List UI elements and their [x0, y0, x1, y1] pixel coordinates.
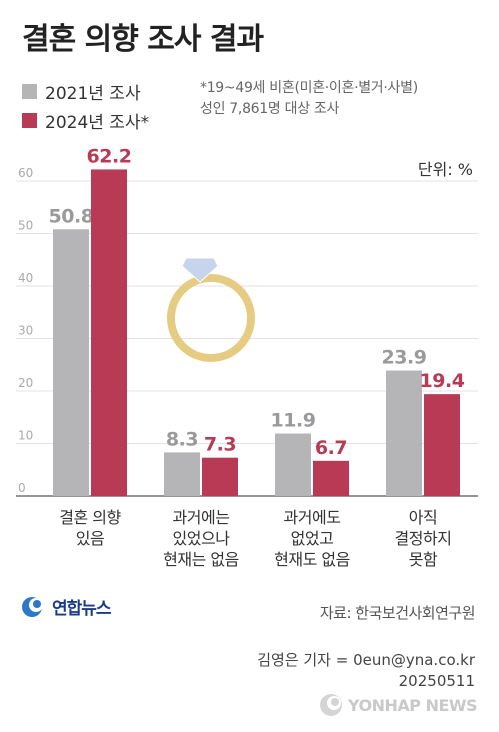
bar-value-label: 50.8	[49, 205, 94, 227]
y-tick-label: 0	[18, 481, 26, 495]
category-label: 과거에도 없었고 현재도 없음	[274, 508, 350, 569]
bar-2021	[275, 433, 311, 496]
legend-item-2024: 2024년 조사*	[22, 107, 149, 133]
bar-2024	[91, 169, 127, 496]
yonhap-logo-text: 연합뉴스	[52, 599, 112, 619]
bar-value-label: 62.2	[87, 145, 132, 167]
y-tick-label: 50	[18, 219, 33, 233]
y-tick-label: 30	[18, 324, 33, 338]
y-tick-label: 40	[18, 271, 33, 285]
legend-item-2021: 2021년 조사	[22, 78, 149, 104]
bar-2024	[313, 460, 349, 496]
legend-swatch-2024	[22, 112, 37, 128]
ring-icon	[167, 274, 255, 362]
survey-note-line1: *19~49세 비혼(미혼·이혼·별거·사별)	[200, 80, 418, 96]
bar-2024	[202, 457, 238, 496]
bar-value-label: 23.9	[382, 347, 427, 369]
watermark: YONHAP NEWS	[318, 692, 478, 718]
yonhap-logo: 연합뉴스	[20, 594, 112, 619]
bar-2021	[386, 370, 422, 496]
y-tick-label: 60	[18, 166, 33, 180]
reporter-credit: 김영은 기자 = 0eun@yna.co.kr 20250511	[257, 650, 475, 692]
legend-label-2021: 2021년 조사	[45, 83, 141, 104]
bar-2021	[53, 229, 89, 497]
legend-swatch-2021	[22, 83, 37, 99]
source-text: 자료: 한국보건사회연구원	[319, 604, 476, 622]
y-tick-label: 20	[18, 376, 33, 390]
legend-label-2024: 2024년 조사*	[45, 112, 150, 133]
category-label: 과거에는 있었으나 현재는 없음	[163, 508, 239, 569]
bar-value-label: 8.3	[166, 428, 198, 450]
category-label: 결혼 의향 있음	[59, 508, 121, 548]
bar-value-label: 6.7	[315, 437, 347, 459]
y-tick-label: 10	[18, 429, 33, 443]
bar-value-label: 7.3	[204, 434, 236, 456]
category-label: 아직 결정하지 못함	[394, 508, 452, 569]
survey-note: *19~49세 비혼(미혼·이혼·별거·사별) 성인 7,861명 대상 조사	[200, 78, 418, 120]
bar-value-label: 19.4	[420, 370, 465, 392]
publish-date: 20250511	[398, 672, 475, 690]
reporter-name: 김영은 기자 = 0eun@yna.co.kr	[257, 651, 475, 669]
bar-2024	[424, 394, 460, 496]
ring-illustration	[167, 257, 255, 362]
legend: 2021년 조사 2024년 조사*	[22, 78, 149, 136]
unit-label: 단위: %	[417, 160, 473, 179]
bar-value-label: 11.9	[271, 410, 316, 432]
watermark-icon	[320, 694, 342, 716]
survey-note-line2: 성인 7,861명 대상 조사	[200, 101, 340, 117]
yonhap-logo-icon	[22, 596, 43, 617]
chart-title: 결혼 의향 조사 결과	[22, 22, 264, 57]
diamond-icon	[181, 257, 219, 283]
watermark-text: YONHAP NEWS	[348, 695, 478, 715]
bar-2021	[164, 452, 200, 496]
